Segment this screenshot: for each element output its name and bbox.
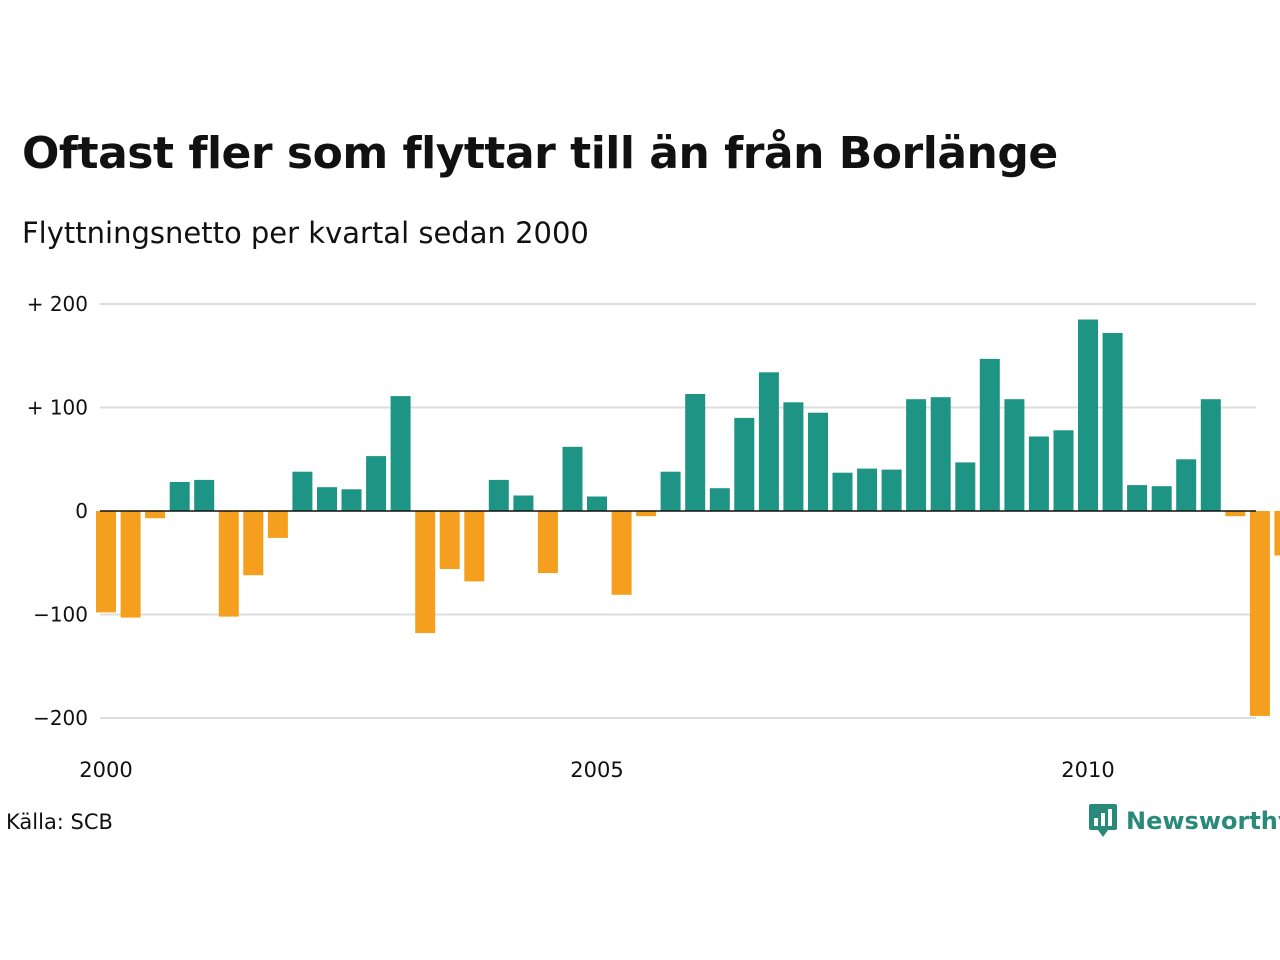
y-tick-label: −100 bbox=[33, 603, 88, 627]
bar bbox=[194, 479, 215, 511]
bar bbox=[218, 511, 239, 617]
bar bbox=[243, 511, 264, 576]
bar bbox=[660, 471, 681, 511]
bar bbox=[341, 489, 362, 511]
bar bbox=[734, 417, 755, 511]
bar bbox=[267, 511, 288, 538]
bar bbox=[611, 511, 632, 595]
bar bbox=[881, 469, 902, 511]
source-note: Källa: SCB bbox=[6, 810, 113, 834]
bar bbox=[488, 479, 509, 511]
bar bbox=[415, 511, 436, 634]
bar bbox=[808, 412, 828, 511]
bar bbox=[439, 511, 460, 569]
bar bbox=[1225, 511, 1246, 517]
bar bbox=[537, 511, 558, 574]
bar bbox=[96, 511, 116, 613]
bar bbox=[120, 511, 141, 618]
bar bbox=[1151, 486, 1172, 511]
y-tick-label: + 200 bbox=[27, 292, 88, 316]
bar bbox=[1004, 399, 1025, 511]
bar bbox=[1127, 485, 1148, 511]
newsworthy-logo-icon bbox=[1089, 804, 1117, 837]
bar bbox=[1176, 459, 1197, 511]
x-tick-label: 2010 bbox=[1061, 758, 1114, 782]
bar bbox=[906, 399, 927, 511]
bar bbox=[1249, 511, 1270, 716]
y-tick-label: + 100 bbox=[27, 396, 88, 420]
bar bbox=[955, 462, 976, 511]
x-tick-label: 2005 bbox=[570, 758, 623, 782]
bar bbox=[685, 394, 706, 511]
bar bbox=[1274, 511, 1280, 556]
bar bbox=[857, 468, 878, 511]
chart-title: Oftast fler som flyttar till än från Bor… bbox=[22, 128, 1058, 179]
bar bbox=[390, 396, 411, 511]
bar bbox=[758, 372, 779, 511]
bar bbox=[562, 446, 583, 511]
bar bbox=[317, 487, 337, 511]
y-tick-label: −200 bbox=[33, 706, 88, 730]
bar bbox=[783, 402, 804, 511]
bar bbox=[1053, 430, 1074, 511]
bar bbox=[292, 471, 313, 511]
bar bbox=[169, 482, 190, 511]
x-tick-label: 2000 bbox=[79, 758, 132, 782]
bar bbox=[587, 496, 607, 511]
bar bbox=[366, 456, 387, 511]
brand-logo: Newsworthy bbox=[1088, 803, 1280, 839]
chart-subtitle: Flyttningsnetto per kvartal sedan 2000 bbox=[22, 216, 589, 250]
bar bbox=[636, 511, 657, 517]
bar bbox=[709, 488, 730, 511]
bar bbox=[145, 511, 166, 519]
bar bbox=[1200, 399, 1221, 511]
bar bbox=[464, 511, 485, 582]
bar bbox=[1078, 319, 1098, 511]
y-tick-label: 0 bbox=[75, 499, 88, 523]
bar bbox=[832, 472, 853, 511]
bar bbox=[513, 495, 534, 511]
bar bbox=[1102, 333, 1123, 511]
bar bbox=[979, 358, 1000, 511]
brand-name: Newsworthy bbox=[1126, 807, 1280, 835]
bar bbox=[930, 397, 951, 511]
bar bbox=[1028, 436, 1049, 511]
